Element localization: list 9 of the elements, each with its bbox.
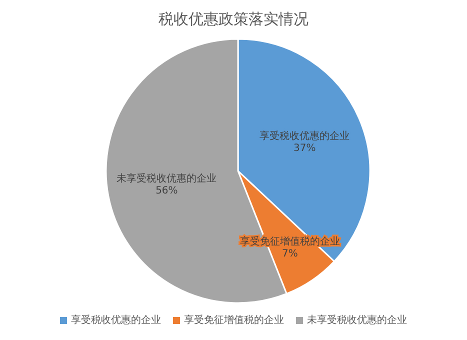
legend-label: 享受税收优惠的企业 <box>71 314 161 327</box>
data-label: 56% <box>156 185 178 196</box>
legend-label: 享受免征增值税的企业 <box>184 314 284 327</box>
legend-label: 未享受税收优惠的企业 <box>307 314 407 327</box>
slice-label: 未享受税收优惠的企业 <box>116 172 217 184</box>
chart-title: 税收优惠政策落实情况 <box>158 9 310 30</box>
data-label: 37% <box>294 142 316 154</box>
data-label: 7% <box>282 248 298 260</box>
slice-label: 享受税收优惠的企业 <box>260 130 350 142</box>
